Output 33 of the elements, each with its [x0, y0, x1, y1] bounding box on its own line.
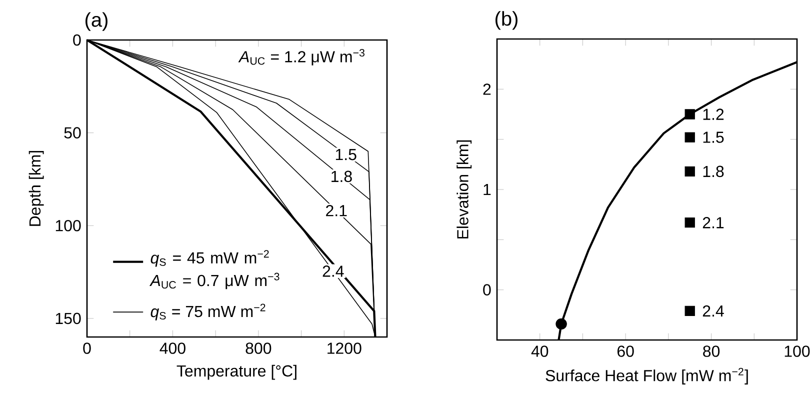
y-tick-label: 2	[483, 84, 491, 95]
annotation: 2.4	[322, 266, 344, 277]
x-tick-label: 100	[784, 346, 810, 357]
y-tick-label: 50	[64, 127, 81, 138]
text: q$_{S}$ = 45 mW m$^{−2}$ A$_{UC}$ = 0.7 μW m$^{−3}$	[149, 250, 280, 290]
annotation: 1.5	[336, 149, 356, 160]
x-axis-title: Surface Heat Flow [mW m$^{−2}$]	[546, 368, 748, 384]
x-axis-title: Temperature [°C]	[176, 364, 296, 380]
x-tick-label: 80	[703, 346, 720, 357]
series-label: 1.2	[703, 108, 724, 120]
x-tick-label: 1200	[328, 342, 362, 354]
annotation: A$_{UC}$ = 1.2 μW m$^{−3}$	[238, 49, 364, 66]
chart-title: (b)	[496, 11, 518, 30]
annotation: 2.1	[326, 204, 347, 216]
chart-title: (a)	[86, 12, 108, 31]
y-axis-title: Depth [km]	[28, 150, 44, 226]
series-label: 1.5	[703, 132, 724, 143]
y-tick-label: 0	[73, 34, 81, 46]
series-label: 2.1	[702, 217, 724, 228]
series-label: 2.4	[702, 305, 724, 316]
x-tick-label: 0	[83, 342, 91, 354]
x-tick-label: 40	[531, 346, 548, 357]
legend-label: q$_{S}$ = 75 mW m$^{−2}$	[150, 304, 266, 320]
y-tick-label: 100	[56, 220, 81, 232]
series-label: 1.8	[703, 166, 724, 178]
y-tick-label: 0	[483, 284, 491, 296]
annotation: 1.8	[332, 170, 352, 182]
x-tick-label: 400	[160, 342, 186, 354]
y-tick-label: 1	[484, 184, 491, 196]
x-tick-label: 60	[617, 346, 634, 357]
y-axis-title: Elevation [km]	[456, 140, 472, 238]
x-tick-label: 800	[246, 342, 272, 354]
y-tick-label: 150	[56, 312, 81, 324]
